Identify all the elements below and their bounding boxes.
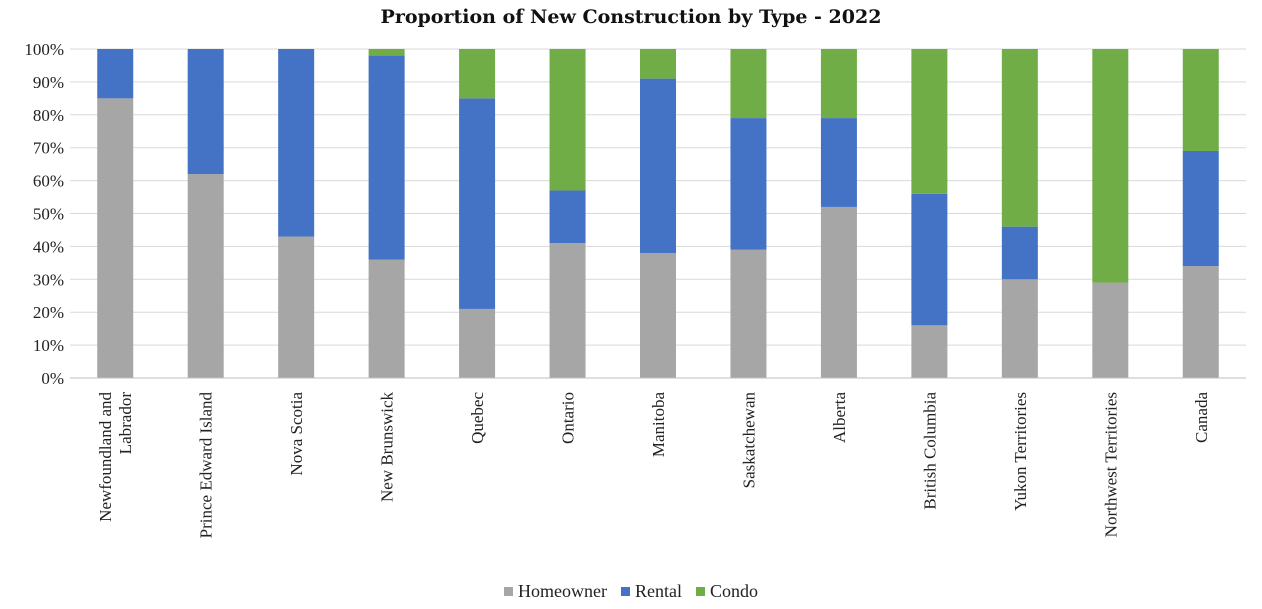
x-tick-label: Ontario	[559, 392, 578, 444]
x-tick-label: Saskatchewan	[739, 392, 758, 489]
bar-homeowner	[640, 252, 676, 378]
y-tick-label: 60%	[33, 172, 64, 191]
bar-homeowner	[820, 206, 857, 378]
x-tick-label: New Brunswick	[378, 392, 397, 503]
bar-condo	[820, 49, 857, 119]
bar-condo	[1001, 49, 1038, 227]
bar-homeowner	[1092, 282, 1129, 378]
bar-rental	[459, 98, 496, 309]
legend-item-condo: Condo	[695, 581, 758, 602]
bar-condo	[368, 49, 405, 56]
bar-condo	[1092, 49, 1129, 283]
bar-condo	[1182, 49, 1219, 151]
bar-rental	[640, 78, 676, 253]
bar-homeowner	[97, 98, 134, 378]
bar-condo	[730, 49, 767, 119]
x-tick-label: Nova Scotia	[287, 392, 306, 476]
bar-homeowner	[278, 236, 315, 378]
bar-homeowner	[730, 249, 767, 378]
bars	[97, 49, 1219, 378]
y-tick-label: 50%	[33, 205, 64, 224]
bar-rental	[187, 49, 224, 175]
legend-swatch	[620, 587, 630, 596]
bar-homeowner	[187, 174, 224, 378]
x-tick-label: British Columbia	[920, 392, 939, 510]
legend-item-homeowner: Homeowner	[504, 581, 607, 602]
bar-rental	[911, 193, 948, 326]
bar-rental	[278, 49, 315, 237]
axes: 0% 10% 20% 30% 40% 50% 60% 70% 80% 90% 100%	[24, 40, 1246, 388]
x-tick-label: Yukon Territories	[1011, 392, 1030, 511]
x-tick-label: Manitoba	[649, 392, 668, 458]
y-tick-label: 100%	[24, 40, 64, 59]
y-tick-label: 70%	[33, 139, 64, 158]
y-tick-label: 10%	[33, 336, 64, 355]
legend-item-rental: Rental	[620, 581, 682, 602]
y-tick-label: 80%	[33, 106, 64, 125]
legend-label: Condo	[709, 581, 758, 601]
legend-swatch	[695, 587, 705, 596]
bar-homeowner	[368, 259, 405, 378]
bar-homeowner	[549, 243, 586, 378]
y-tick-label: 30%	[33, 270, 64, 289]
bar-rental	[1001, 226, 1038, 280]
legend: Homeowner Rental Condo	[0, 580, 1262, 602]
bar-homeowner	[1001, 279, 1038, 378]
bar-rental	[97, 49, 134, 99]
y-tick-label: 90%	[33, 73, 64, 92]
legend-swatch	[504, 587, 513, 596]
bar-condo	[911, 49, 948, 194]
y-tick-label: 40%	[33, 237, 64, 256]
y-tick-label: 0%	[41, 369, 64, 388]
bar-rental	[549, 190, 586, 244]
bar-homeowner	[911, 325, 948, 378]
chart-title: Proportion of New Construction by Type -…	[380, 6, 882, 28]
bar-homeowner	[459, 308, 496, 378]
bar-condo	[459, 49, 496, 99]
x-tick-label: Canada	[1192, 392, 1211, 443]
bar-rental	[368, 55, 405, 260]
bar-homeowner	[1182, 266, 1219, 378]
bar-condo	[640, 49, 676, 79]
bar-rental	[730, 118, 767, 250]
x-tick-label: Northwest Territories	[1101, 392, 1120, 537]
bar-rental	[820, 118, 857, 207]
legend-label: Rental	[634, 581, 682, 601]
category-labels: Newfoundland andLabrador Prince Edward Is…	[96, 392, 1211, 539]
bar-condo	[549, 49, 586, 191]
x-tick-label: Newfoundland andLabrador	[96, 392, 135, 522]
x-tick-label: Quebec	[468, 392, 487, 444]
x-tick-label: Prince Edward Island	[197, 392, 216, 539]
legend-label: Homeowner	[518, 581, 607, 601]
x-tick-label: Alberta	[830, 392, 849, 443]
y-tick-label: 20%	[33, 303, 64, 322]
bar-rental	[1182, 150, 1219, 267]
